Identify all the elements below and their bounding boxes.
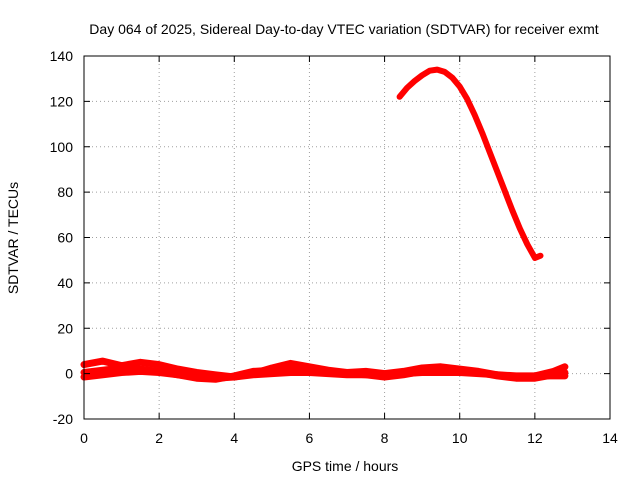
data-point: [472, 112, 478, 118]
data-point: [457, 370, 463, 375]
data-point: [502, 188, 508, 194]
data-point: [438, 370, 444, 375]
grid: [84, 56, 610, 419]
data-point: [476, 371, 481, 377]
data-point: [562, 373, 568, 379]
data-point: [100, 372, 106, 378]
data-point: [100, 358, 106, 364]
x-axis-label: GPS time / hours: [292, 458, 399, 474]
y-tick-label: -20: [53, 411, 73, 427]
data-point: [156, 362, 162, 368]
data-point: [419, 370, 425, 375]
y-tick-label: 40: [57, 275, 73, 291]
y-axis-label: SDTVAR / TECUs: [5, 182, 21, 294]
x-tick-label: 8: [381, 430, 389, 446]
data-point: [513, 373, 519, 379]
data-point: [532, 255, 538, 261]
x-tick-label: 12: [527, 430, 543, 446]
data-point: [288, 360, 294, 366]
data-point: [532, 373, 538, 379]
data-point: [449, 75, 455, 81]
data-point: [175, 366, 181, 372]
data-point: [457, 84, 463, 90]
data-point: [306, 370, 312, 375]
y-tick-label: 120: [50, 93, 74, 109]
x-tick-label: 10: [452, 430, 468, 446]
data-point: [509, 207, 515, 213]
data-point: [137, 368, 143, 374]
y-tick-label: 0: [65, 366, 73, 382]
data-point: [524, 241, 530, 247]
chart-title: Day 064 of 2025, Sidereal Day-to-day VTE…: [89, 21, 598, 37]
x-tick-label: 4: [230, 430, 238, 446]
data-point: [404, 85, 410, 91]
y-tick-label: 80: [57, 184, 73, 200]
data-point: [194, 374, 200, 380]
data-point: [288, 370, 294, 375]
x-tick-label: 0: [80, 430, 88, 446]
data-point: [434, 67, 440, 73]
data-point: [479, 130, 485, 136]
data-point: [427, 68, 433, 74]
data-point: [156, 370, 162, 375]
y-tick-label: 20: [57, 320, 73, 336]
data-point: [494, 169, 500, 175]
data-point: [119, 370, 125, 375]
data-point: [250, 372, 256, 378]
y-tick-label: 60: [57, 230, 73, 246]
ticks: 0 2 4 6 8 10 12 14 -20 0 20 40 60 80 100 120 140: [50, 48, 618, 446]
data-point: [344, 372, 350, 378]
data-point: [517, 225, 523, 231]
data-point: [400, 371, 406, 377]
data-point: [412, 78, 418, 84]
data-point: [551, 373, 557, 379]
x-tick-label: 14: [602, 430, 618, 446]
data-point: [382, 372, 388, 378]
data-point: [269, 371, 275, 377]
y-tick-label: 100: [50, 139, 74, 155]
y-tick-label: 140: [50, 48, 74, 64]
series-group: [80, 66, 569, 383]
data-point: [231, 374, 237, 380]
data-point: [175, 372, 181, 378]
data-point: [397, 94, 403, 100]
data-point: [487, 149, 493, 155]
data-point: [137, 359, 143, 365]
x-tick-label: 2: [155, 430, 163, 446]
data-point: [442, 69, 448, 75]
data-point: [562, 364, 568, 370]
data-point: [464, 96, 470, 102]
data-point: [363, 372, 369, 378]
data-point: [325, 371, 331, 377]
data-point: [419, 72, 425, 78]
x-tick-label: 6: [306, 430, 314, 446]
data-point: [538, 253, 543, 259]
data-point: [213, 375, 218, 381]
data-point: [494, 372, 500, 378]
